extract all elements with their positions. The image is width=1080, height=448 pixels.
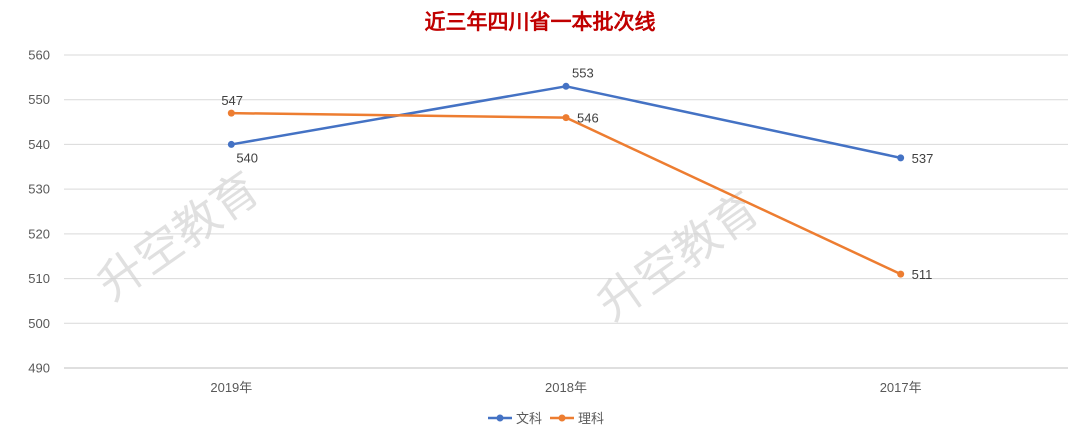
- y-tick-label: 550: [28, 92, 50, 107]
- legend-swatch-marker: [496, 414, 504, 422]
- data-label: 511: [912, 267, 933, 282]
- y-tick-label: 500: [28, 316, 50, 331]
- x-tick-label: 2018年: [545, 380, 587, 395]
- watermark-left: 升空教育: [87, 161, 269, 311]
- series-layer: 540 553 537 547 546 511: [221, 65, 933, 282]
- data-point: [562, 82, 570, 90]
- y-tick-label: 520: [28, 226, 50, 241]
- data-label: 546: [577, 111, 599, 126]
- data-label: 547: [221, 93, 243, 108]
- legend-swatch-marker: [558, 414, 566, 422]
- data-point: [227, 109, 235, 117]
- legend-label: 理科: [578, 412, 604, 427]
- y-tick-label: 540: [28, 137, 50, 152]
- series-line-1: [231, 85, 901, 160]
- watermark-right: 升空教育: [587, 181, 769, 331]
- y-tick-label: 530: [28, 182, 50, 197]
- data-point: [897, 154, 905, 162]
- y-tick-label: 510: [28, 271, 50, 286]
- data-label: 540: [236, 150, 258, 165]
- x-axis: 2019年 2018年 2017年: [210, 380, 921, 395]
- x-tick-label: 2017年: [880, 380, 922, 395]
- data-label: 553: [572, 65, 594, 80]
- data-point: [897, 270, 905, 278]
- watermarks: 升空教育 升空教育: [87, 161, 769, 331]
- data-point: [562, 114, 570, 122]
- data-point: [227, 140, 235, 148]
- y-tick-label: 490: [28, 361, 50, 376]
- x-tick-label: 2019年: [210, 380, 252, 395]
- legend: 文科 理科: [488, 412, 604, 427]
- chart-title: 近三年四川省一本批次线: [425, 10, 656, 34]
- legend-label: 文科: [516, 412, 542, 427]
- y-tick-label: 560: [28, 48, 50, 63]
- data-label: 537: [912, 151, 934, 166]
- y-axis: 560 550 540 530 520 510 500 490: [28, 48, 50, 376]
